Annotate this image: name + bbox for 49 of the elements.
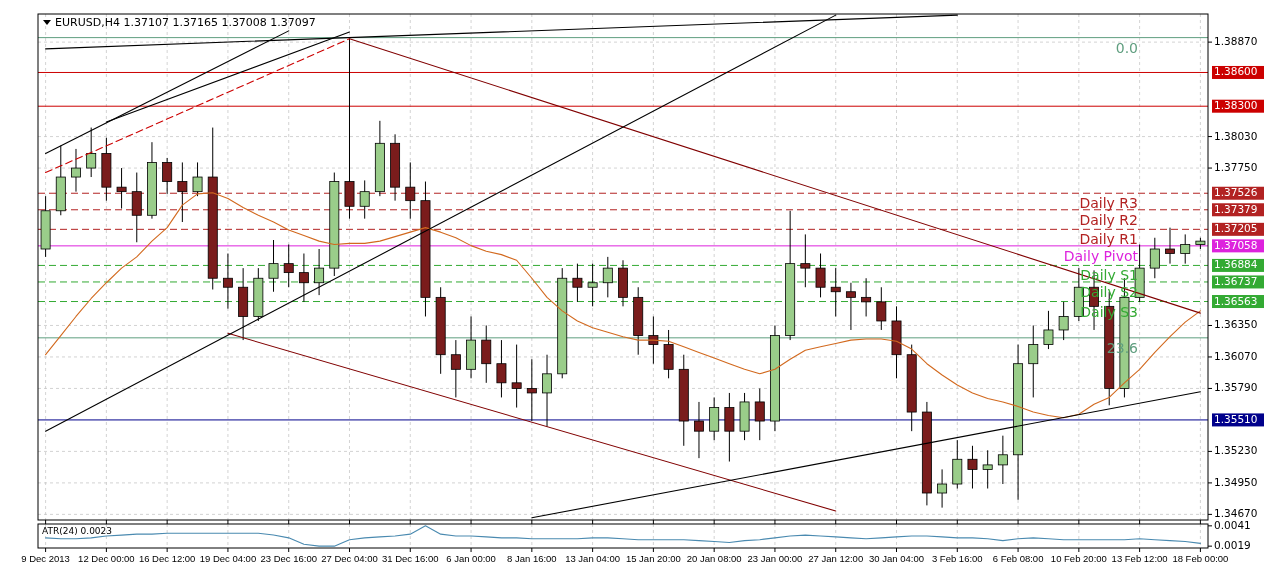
x-tick-label: 16 Dec 12:00 xyxy=(138,553,196,564)
x-tick-label: 27 Dec 04:00 xyxy=(321,553,378,564)
x-tick-label: 30 Jan 04:00 xyxy=(869,553,924,564)
y-tick-label: 1.34670 xyxy=(1214,507,1258,520)
chart-title: ATR(24) 0.0023 xyxy=(42,526,113,536)
x-tick-label: 18 Feb 00:00 xyxy=(1172,553,1229,564)
y-tick-label: 1.36070 xyxy=(1214,349,1258,362)
x-tick-label: 8 Jan 16:00 xyxy=(507,553,557,564)
x-tick-label: 15 Jan 20:00 xyxy=(625,553,681,564)
annotation: Daily Pivot xyxy=(1063,247,1139,264)
x-tick-label: 27 Jan 12:00 xyxy=(808,553,864,564)
y-tick-label: 1.35230 xyxy=(1214,444,1258,457)
x-tick-label: 6 Feb 08:00 xyxy=(992,553,1044,564)
y-tick-label: 1.38870 xyxy=(1214,35,1258,48)
x-tick-label: 13 Jan 04:00 xyxy=(565,553,621,564)
ref-line-label: 1.36563 xyxy=(1214,294,1258,307)
chart-title: EURUSD,H4 1.37107 1.37165 1.37008 1.37097 xyxy=(55,16,316,29)
x-tick-label: 23 Jan 00:00 xyxy=(747,553,803,564)
ref-line-label: 1.38300 xyxy=(1214,99,1258,112)
y-tick-label: 1.37750 xyxy=(1214,161,1258,174)
ref-line-label: 1.38600 xyxy=(1214,65,1258,78)
y-tick-label: 1.34950 xyxy=(1214,475,1258,488)
x-tick-label: 31 Dec 16:00 xyxy=(382,553,439,564)
y-tick-label: 1.35790 xyxy=(1214,381,1258,394)
ref-line-label: 1.37379 xyxy=(1214,202,1258,215)
x-tick-label: 3 Feb 16:00 xyxy=(931,553,983,564)
annotation: 23.6 xyxy=(1106,339,1139,356)
annotation: Daily R1 xyxy=(1079,231,1138,248)
x-tick-label: 12 Dec 00:00 xyxy=(78,553,135,564)
x-tick-label: 23 Dec 16:00 xyxy=(260,553,317,564)
x-tick-label: 13 Feb 12:00 xyxy=(1111,553,1168,564)
x-tick-label: 19 Dec 04:00 xyxy=(199,553,257,564)
ref-line-label: 1.37205 xyxy=(1214,222,1258,235)
annotation: 0.0 xyxy=(1115,39,1138,56)
x-tick-label: 6 Jan 00:00 xyxy=(446,553,496,564)
annotation: Daily R2 xyxy=(1079,211,1138,228)
y-tick-label: 0.0019 xyxy=(1214,539,1251,552)
y-tick-label: 1.36350 xyxy=(1214,318,1258,331)
x-tick-label: 20 Jan 08:00 xyxy=(686,553,742,564)
ref-line-label: 1.37526 xyxy=(1214,186,1258,199)
ref-line-label: 1.37058 xyxy=(1214,238,1258,251)
ref-line-label: 1.36737 xyxy=(1214,274,1258,287)
y-tick-label: 1.38030 xyxy=(1214,129,1258,142)
annotation: Daily R3 xyxy=(1079,195,1138,212)
y-tick-label: 0.0041 xyxy=(1214,518,1251,531)
ref-line-label: 1.35510 xyxy=(1214,412,1258,425)
x-tick-label: 10 Feb 20:00 xyxy=(1050,553,1107,564)
ref-line-label: 1.36884 xyxy=(1214,258,1258,271)
x-tick-label: 9 Dec 2013 xyxy=(21,553,70,564)
